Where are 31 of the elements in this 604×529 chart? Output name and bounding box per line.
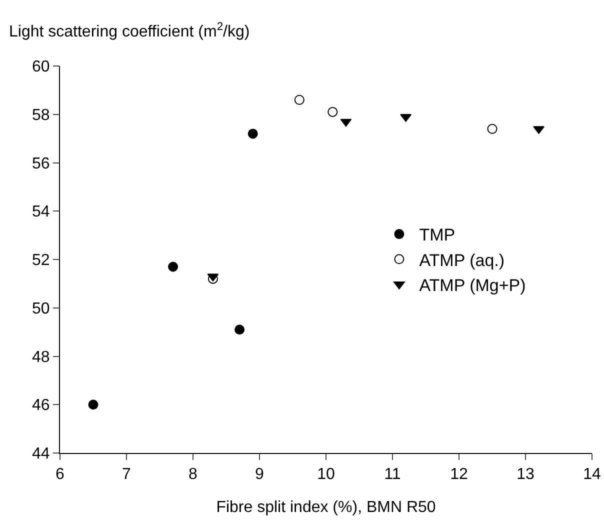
y-tick-label: 56 [32,155,50,172]
point [328,106,338,117]
legend-label: ATMP (aq.) [419,250,505,270]
y-tick-label: 44 [32,446,50,463]
x-tick-label: 13 [516,466,534,484]
x-tick-label: 8 [188,466,198,484]
point [294,94,304,105]
x-tick-label: 6 [56,466,65,484]
y-tick-label: 54 [32,204,50,221]
point [340,118,352,127]
x-tick-label: 9 [255,466,264,484]
point [88,400,98,410]
x-tick-label: 10 [317,466,335,484]
x-tick-label: 7 [122,466,132,484]
legend-label: TMP [419,226,456,245]
x-tick-label: 14 [583,466,601,484]
y-tick-label: 52 [32,252,50,270]
legend-label: ATMP (Mg+P) [419,276,526,295]
point [168,262,178,272]
y-tick-label: 60 [32,58,50,76]
x-tick-label: 11 [384,466,401,484]
x-tick-label: 12 [450,466,468,484]
y-tick-label: 50 [32,300,50,318]
point [248,128,258,139]
y-tick-label: 46 [32,397,50,414]
x-axis-title: Fibre split index (%), BMN R50 [216,498,436,516]
y-tick-label: 58 [32,106,50,124]
y-axis-title: Light scattering coefficient (m$^{2}$/kg) [9,21,250,41]
point [234,324,245,335]
y-tick-label: 48 [32,348,50,366]
point [487,124,498,134]
